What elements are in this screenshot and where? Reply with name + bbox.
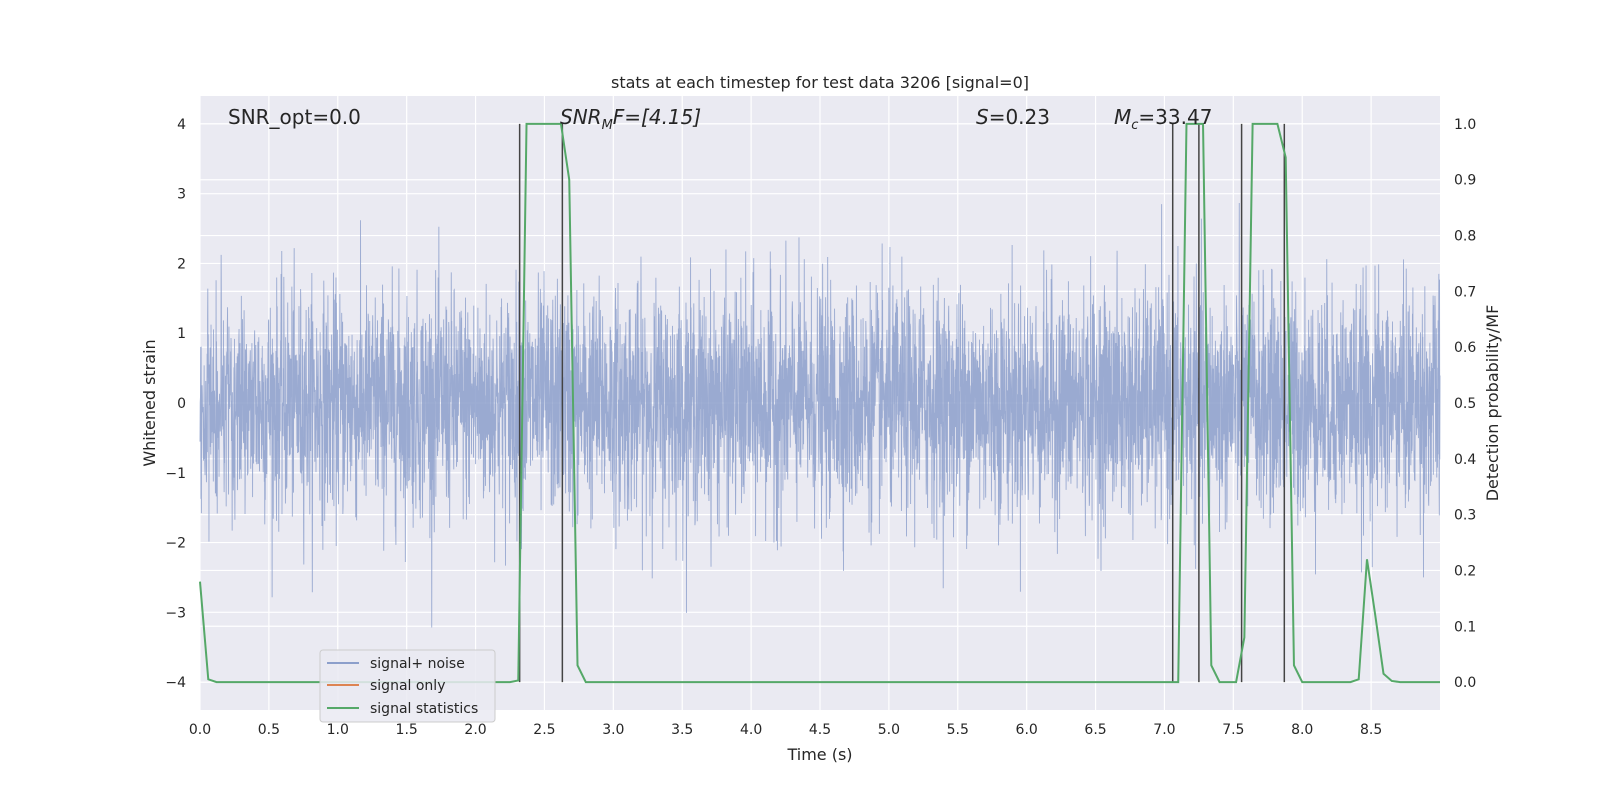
series-signal-noise	[199, 202, 1441, 628]
y-tick-label-left: 1	[177, 326, 186, 342]
legend-label-signal-only: signal only	[370, 678, 445, 694]
x-tick-label: 4.0	[740, 722, 762, 738]
legend: signal+ noise signal only signal statist…	[319, 649, 496, 723]
y-ticks-left: 4 3 2 1 0 −1 −2 −3 −4	[165, 117, 186, 691]
x-tick-label: 5.5	[947, 722, 969, 738]
y-tick-label-right: 0.6	[1454, 340, 1476, 356]
legend-box	[319, 649, 496, 723]
annotation-snr-opt: SNR_opt=0.0	[228, 105, 361, 129]
legend-label-signal-noise: signal+ noise	[370, 656, 465, 672]
y-tick-label-right: 0.3	[1454, 508, 1476, 524]
y-tick-label-left: 0	[177, 396, 186, 412]
x-tick-label: 2.5	[533, 722, 555, 738]
series-signal-statistics	[199, 122, 1440, 684]
annotation-s: S=0.23	[976, 105, 1050, 129]
x-tick-label: 1.5	[396, 722, 418, 738]
y-axis-label-left: Whitened strain	[140, 339, 159, 466]
x-tick-label: 4.5	[809, 722, 831, 738]
y-tick-label-right: 0.2	[1454, 563, 1476, 579]
signal-noise-line	[199, 202, 1441, 628]
y-tick-label-right: 0.0	[1454, 675, 1476, 691]
x-tick-label: 6.0	[1016, 722, 1038, 738]
y-tick-label-left: −4	[165, 675, 186, 691]
vertical-markers	[518, 123, 1286, 683]
x-tick-label: 8.0	[1291, 722, 1313, 738]
y-tick-label-left: 4	[177, 117, 186, 133]
y-tick-label-right: 1.0	[1454, 117, 1476, 133]
y-tick-label-right: 0.5	[1454, 396, 1476, 412]
y-tick-label-right: 0.9	[1454, 173, 1476, 189]
annotation-snr-mf: SNRMF=[4.15]	[560, 105, 701, 133]
y-tick-label-right: 0.8	[1454, 229, 1476, 245]
y-tick-label-left: −1	[165, 466, 186, 482]
y-tick-label-left: −3	[165, 605, 186, 621]
x-tick-label: 3.0	[602, 722, 624, 738]
x-axis-label: Time (s)	[786, 745, 852, 764]
legend-label-signal-statistics: signal statistics	[370, 701, 478, 717]
signal-statistics-line	[199, 122, 1440, 684]
y-ticks-right: 1.0 0.9 0.8 0.7 0.6 0.5 0.4 0.3 0.2 0.1 0.0	[1454, 117, 1476, 691]
x-ticks: 0.0 0.5 1.0 1.5 2.0 2.5 3.0 3.5 4.0 4.5 5.0 5.5 6.0 6…	[189, 722, 1382, 738]
y-tick-label-left: 3	[177, 187, 186, 203]
x-tick-label: 8.5	[1360, 722, 1382, 738]
x-tick-label: 6.5	[1084, 722, 1106, 738]
y-tick-label-right: 0.7	[1454, 284, 1476, 300]
y-tick-label-left: −2	[165, 536, 186, 552]
y-tick-label-right: 0.4	[1454, 452, 1476, 468]
annotation-mc: Mc=33.47	[1114, 105, 1212, 133]
y-tick-label-right: 0.1	[1454, 619, 1476, 635]
chart-title: stats at each timestep for test data 320…	[611, 73, 1029, 92]
x-tick-label: 1.0	[327, 722, 349, 738]
x-tick-label: 3.5	[671, 722, 693, 738]
y-tick-label-left: 2	[177, 256, 186, 272]
x-tick-label: 0.5	[258, 722, 280, 738]
y-axis-label-right: Detection probability/MF	[1483, 305, 1502, 502]
x-tick-label: 7.0	[1153, 722, 1175, 738]
x-tick-label: 0.0	[189, 722, 211, 738]
x-tick-label: 5.0	[878, 722, 900, 738]
x-tick-label: 7.5	[1222, 722, 1244, 738]
x-tick-label: 2.0	[464, 722, 486, 738]
